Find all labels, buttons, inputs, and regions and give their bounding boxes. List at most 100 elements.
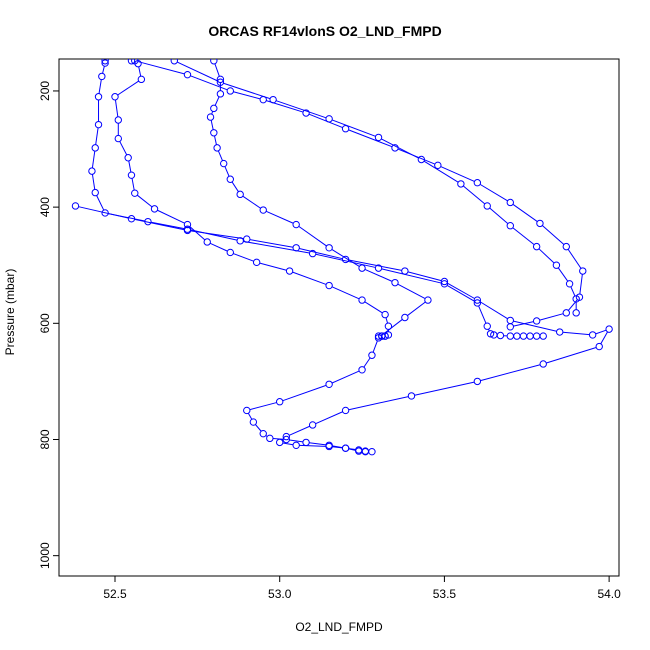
data-point xyxy=(526,332,534,340)
data-point xyxy=(183,226,192,235)
data-point xyxy=(220,159,228,168)
series-line-segment xyxy=(331,286,360,300)
data-point xyxy=(276,438,284,447)
series-line-segment xyxy=(289,425,310,436)
data-point xyxy=(292,244,300,252)
series-line-segment xyxy=(102,66,105,74)
x-tick-label: 52.5 xyxy=(103,587,127,601)
data-point xyxy=(424,296,432,304)
data-point xyxy=(101,209,109,217)
series-line-segment xyxy=(223,82,271,100)
data-point xyxy=(127,59,136,65)
data-point xyxy=(539,332,547,340)
data-point xyxy=(308,249,317,258)
series-line-segment xyxy=(446,284,475,302)
data-point xyxy=(137,75,146,84)
series-line-segment xyxy=(134,218,185,231)
data-point xyxy=(341,406,350,415)
data-point xyxy=(374,264,383,272)
series-line-segment xyxy=(381,138,419,159)
series-line-segment xyxy=(243,240,310,254)
data-point xyxy=(94,93,103,101)
data-point xyxy=(216,90,225,98)
data-point xyxy=(361,447,370,456)
data-point xyxy=(210,104,218,113)
series-line-segment xyxy=(217,150,223,161)
series-line-segment xyxy=(348,129,393,148)
series-line-segment xyxy=(214,96,220,106)
data-point xyxy=(292,220,300,229)
data-point xyxy=(325,115,333,123)
data-point xyxy=(506,323,514,331)
series-line-segment xyxy=(489,207,509,225)
series-line-segment xyxy=(348,448,356,451)
data-point xyxy=(127,171,136,179)
data-point xyxy=(381,310,389,319)
series-line-segment xyxy=(176,61,218,82)
series-line-segment xyxy=(513,321,534,327)
data-point xyxy=(101,59,109,65)
series-line-segment xyxy=(78,206,129,219)
series-line-segment xyxy=(546,347,597,364)
series-line-segment xyxy=(309,442,327,446)
series-line-segment xyxy=(315,411,343,425)
series-5 xyxy=(131,59,587,331)
y-axis: 200 400 600 800 1000 xyxy=(38,81,59,569)
data-point xyxy=(440,277,449,286)
series-line-segment xyxy=(579,274,583,295)
series-line-segment xyxy=(315,253,376,268)
series-line-segment xyxy=(136,194,153,208)
data-point xyxy=(249,418,258,426)
data-point xyxy=(170,59,178,65)
data-point xyxy=(506,198,514,207)
data-point xyxy=(486,330,495,338)
data-point xyxy=(292,441,300,449)
series-line-segment xyxy=(95,127,99,145)
series-line-segment xyxy=(91,150,96,169)
series-line-segment xyxy=(348,259,402,271)
x-axis: 52.5 53.0 53.5 54.0 xyxy=(103,576,621,601)
series-line-segment xyxy=(150,221,185,230)
data-point xyxy=(407,392,416,400)
data-point xyxy=(358,366,366,374)
data-point xyxy=(243,235,251,243)
series-line-segment xyxy=(513,320,557,332)
series-line-segment xyxy=(567,249,582,269)
series-line-segment xyxy=(348,396,409,411)
data-point xyxy=(183,70,192,79)
data-point xyxy=(216,75,225,84)
series-line-segment xyxy=(233,253,254,262)
data-point xyxy=(325,380,333,389)
data-point xyxy=(276,398,284,406)
series-line-segment xyxy=(131,178,135,191)
series-line-segment xyxy=(478,305,487,324)
series-line-segment xyxy=(242,195,261,209)
x-axis-label: O2_LND_FMPD xyxy=(295,620,383,634)
data-point xyxy=(358,296,366,304)
data-point xyxy=(532,332,541,340)
data-point xyxy=(417,155,426,164)
y-axis-label: Pressure (mbar) xyxy=(3,269,17,356)
data-point xyxy=(496,331,505,340)
data-point xyxy=(556,328,564,336)
data-point xyxy=(532,242,541,251)
data-point xyxy=(506,222,514,230)
data-point xyxy=(519,332,528,340)
series-line-segment xyxy=(363,357,371,368)
series-line-segment xyxy=(292,271,327,285)
data-point xyxy=(302,109,310,117)
series-line-segment xyxy=(407,301,426,316)
data-point xyxy=(483,202,491,210)
data-point xyxy=(358,264,366,272)
series-1 xyxy=(111,59,393,340)
data-point xyxy=(434,161,442,170)
data-point xyxy=(539,360,547,368)
series-line-segment xyxy=(331,249,360,267)
data-point xyxy=(368,447,376,456)
y-tick-label: 400 xyxy=(38,197,52,217)
series-line-segment xyxy=(479,183,508,202)
series-line-segment xyxy=(446,282,475,299)
series-line-segment xyxy=(372,340,378,353)
data-point xyxy=(368,351,376,359)
